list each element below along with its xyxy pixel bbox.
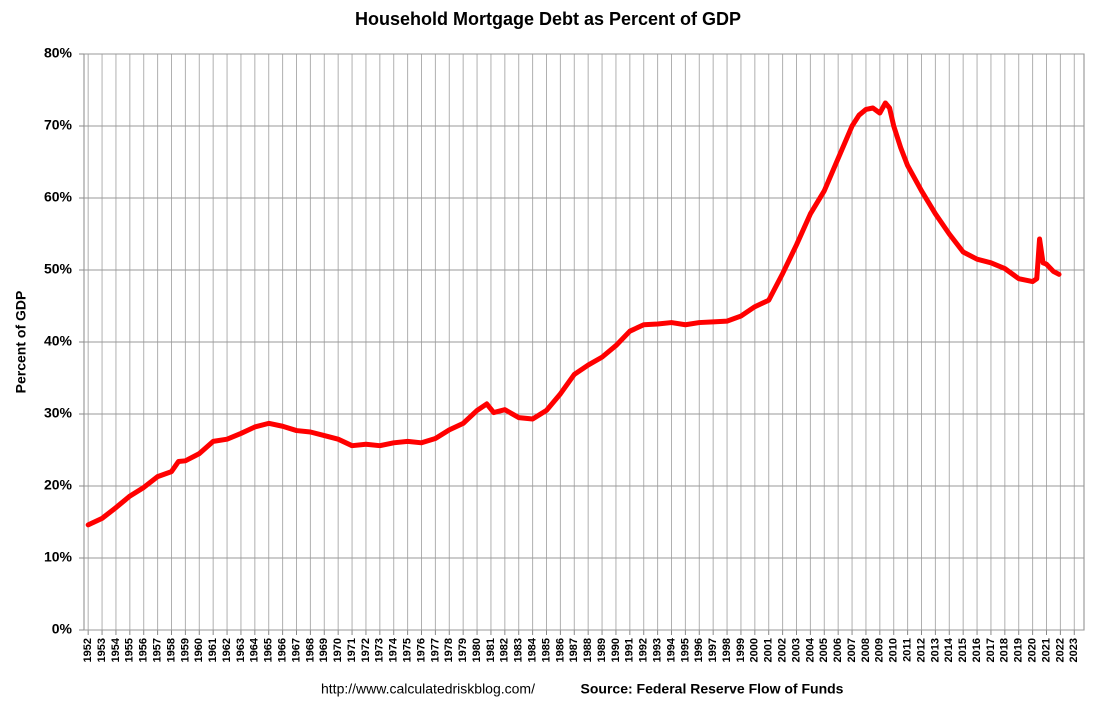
x-tick-label: 1997 — [707, 638, 719, 662]
x-tick-label: 1994 — [665, 637, 677, 662]
x-tick-label: 1982 — [499, 638, 511, 662]
x-tick-label: 1987 — [568, 638, 580, 662]
x-tick-label: 2022 — [1054, 638, 1066, 662]
y-tick-label: 0% — [52, 621, 73, 637]
x-tick-label: 1956 — [138, 638, 150, 662]
y-tick-label: 80% — [44, 45, 73, 61]
x-tick-label: 1954 — [110, 637, 122, 662]
x-tick-label: 1977 — [429, 638, 441, 662]
x-tick-label: 1958 — [165, 638, 177, 662]
y-tick-label: 50% — [44, 261, 73, 277]
x-tick-label: 1991 — [624, 638, 636, 662]
x-tick-label: 1974 — [388, 637, 400, 662]
x-tick-label: 1988 — [582, 638, 594, 662]
x-tick-label: 1971 — [346, 638, 358, 662]
x-tick-label: 2014 — [943, 637, 955, 662]
x-tick-label: 2020 — [1027, 638, 1039, 662]
x-tick-label: 2001 — [763, 638, 775, 662]
x-tick-label: 1962 — [221, 638, 233, 662]
x-tick-label: 1986 — [554, 638, 566, 662]
x-tick-label: 1993 — [652, 638, 664, 662]
x-tick-label: 1965 — [263, 638, 275, 662]
x-tick-label: 1964 — [249, 637, 261, 662]
x-tick-label: 1969 — [318, 638, 330, 662]
x-tick-label: 1976 — [415, 638, 427, 662]
x-tick-label: 2012 — [915, 638, 927, 662]
y-tick-label: 10% — [44, 549, 73, 565]
x-tick-label: 1998 — [721, 638, 733, 662]
x-tick-label: 1952 — [82, 638, 94, 662]
x-tick-label: 1973 — [374, 638, 386, 662]
x-tick-label: 2009 — [874, 638, 886, 662]
x-tick-label: 2007 — [846, 638, 858, 662]
x-tick-label: 1959 — [179, 638, 191, 662]
y-tick-label: 20% — [44, 477, 73, 493]
x-tick-label: 2013 — [929, 638, 941, 662]
x-tick-label: 2002 — [777, 638, 789, 662]
x-tick-label: 2011 — [902, 638, 914, 662]
x-tick-label: 1966 — [277, 638, 289, 662]
x-tick-label: 1968 — [304, 638, 316, 662]
x-tick-label: 2003 — [790, 638, 802, 662]
y-tick-label: 40% — [44, 333, 73, 349]
x-tick-label: 1970 — [332, 638, 344, 662]
x-tick-label: 2021 — [1040, 638, 1052, 662]
x-tick-label: 1972 — [360, 638, 372, 662]
x-tick-label: 2018 — [999, 638, 1011, 662]
footer-source: Source: Federal Reserve Flow of Funds — [581, 681, 844, 697]
x-tick-label: 1961 — [207, 638, 219, 662]
x-tick-label: 2000 — [749, 638, 761, 662]
x-tick-label: 1984 — [527, 637, 539, 662]
x-tick-label: 1960 — [193, 638, 205, 662]
x-tick-label: 1955 — [124, 638, 136, 662]
x-tick-label: 1978 — [443, 638, 455, 662]
x-tick-label: 2017 — [985, 638, 997, 662]
y-tick-label: 70% — [44, 117, 73, 133]
x-tick-label: 1963 — [235, 638, 247, 662]
x-tick-label: 1980 — [471, 638, 483, 662]
x-tick-label: 1990 — [610, 638, 622, 662]
x-tick-label: 2016 — [971, 638, 983, 662]
x-tick-label: 1979 — [457, 638, 469, 662]
x-tick-label: 1995 — [679, 638, 691, 662]
y-tick-label: 60% — [44, 189, 73, 205]
chart-title: Household Mortgage Debt as Percent of GD… — [355, 9, 741, 29]
x-tick-label: 1999 — [735, 638, 747, 662]
x-tick-label: 1953 — [96, 638, 108, 662]
data-line — [85, 100, 1062, 528]
x-tick-label: 2005 — [818, 638, 830, 662]
y-tick-label: 30% — [44, 405, 73, 421]
x-tick-label: 1985 — [540, 638, 552, 662]
x-tick-label: 1983 — [513, 638, 525, 662]
x-tick-label: 2023 — [1068, 638, 1080, 662]
x-tick-label: 1967 — [290, 638, 302, 662]
x-tick-label: 2006 — [832, 638, 844, 662]
x-tick-label: 2008 — [860, 638, 872, 662]
x-tick-label: 2010 — [888, 638, 900, 662]
footer-url: http://www.calculatedriskblog.com/ — [321, 681, 535, 697]
x-tick-label: 1981 — [485, 638, 497, 662]
x-tick-label: 1996 — [693, 638, 705, 662]
y-axis-label: Percent of GDP — [13, 291, 29, 394]
x-tick-label: 2015 — [957, 638, 969, 662]
x-tick-label: 1989 — [596, 638, 608, 662]
x-tick-label: 2004 — [804, 637, 816, 662]
x-tick-label: 2019 — [1013, 638, 1025, 662]
x-tick-label: 1957 — [152, 638, 164, 662]
x-tick-label: 1992 — [638, 638, 650, 662]
x-tick-label: 1975 — [402, 638, 414, 662]
